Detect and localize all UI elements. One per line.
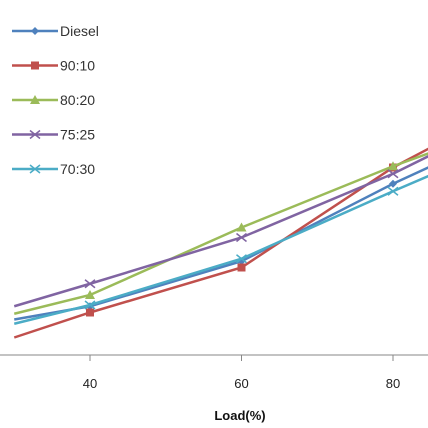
- data-point: [236, 222, 247, 232]
- legend-marker: [31, 61, 39, 70]
- legend-marker: [29, 129, 41, 140]
- legend-label: 90:10: [60, 58, 95, 74]
- legend-item: 80:20: [12, 92, 95, 108]
- legend-marker: [30, 95, 40, 104]
- data-point: [387, 186, 399, 196]
- series-75-25: [13, 155, 428, 308]
- legend-label: 80:20: [60, 92, 95, 108]
- data-point: [86, 308, 94, 317]
- series-80-20: [13, 152, 428, 315]
- legend-marker: [31, 27, 39, 35]
- data-point: [237, 263, 246, 272]
- legend-item: Diesel: [12, 23, 99, 39]
- x-tick-label-80: 80: [386, 376, 400, 391]
- series-layer: [13, 147, 428, 339]
- legend-item: 90:10: [12, 58, 95, 74]
- x-ticks: 40 60 80: [83, 355, 400, 391]
- data-point: [85, 290, 95, 299]
- data-point: [84, 300, 96, 310]
- data-point: [236, 232, 247, 243]
- x-tick-label-60: 60: [234, 376, 248, 391]
- data-point: [84, 279, 96, 289]
- series-70-30: [13, 174, 428, 325]
- legend-label: Diesel: [60, 23, 99, 39]
- data-point: [389, 179, 397, 188]
- x-axis-title: Load(%): [214, 408, 265, 423]
- legend-item: 70:30: [12, 161, 95, 177]
- legend-label: 70:30: [60, 161, 95, 177]
- data-point: [387, 169, 399, 179]
- legend-label: 75:25: [60, 127, 95, 143]
- data-point: [236, 254, 247, 264]
- legend-marker: [29, 164, 41, 174]
- legend: Diesel 90:10 80:20 75:25 70:30: [12, 23, 99, 177]
- x-tick-label-40: 40: [83, 376, 97, 391]
- legend-item: 75:25: [12, 127, 95, 143]
- data-point: [388, 161, 398, 171]
